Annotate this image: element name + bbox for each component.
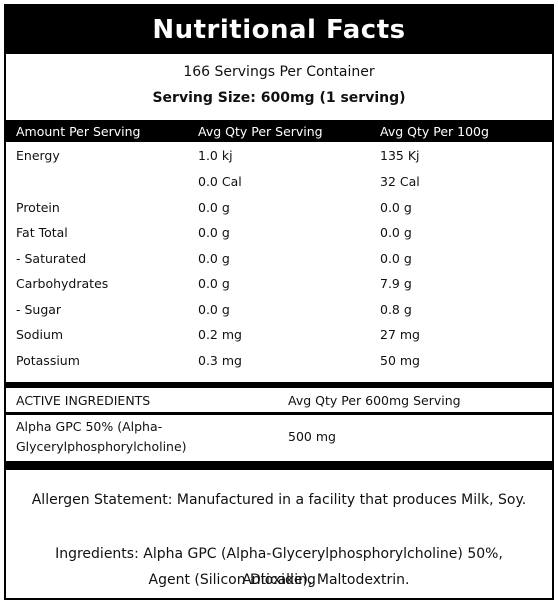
per-serving-value: 1.0 kj [198,148,233,163]
nutrient-name: - Saturated [16,251,87,266]
nutrient-name: Energy [16,148,60,163]
header-active-ingredients: ACTIVE INGREDIENTS [16,393,151,408]
header-divider [6,412,552,415]
ingredients-line-1: Ingredients: Alpha GPC (Alpha-Glycerylph… [55,546,503,588]
per-serving-value: 0.0 g [198,225,230,240]
nutrient-name: Carbohydrates [16,276,109,291]
nutrient-name: Potassium [16,353,80,368]
table-row: Alpha GPC 50% (Alpha- Glycerylphosphoryl… [6,415,552,461]
per-serving-value: 0.0 Cal [198,174,242,189]
ingredient-qty: 500 mg [288,429,336,444]
table-row: 0.0 Cal 32 Cal [6,170,552,195]
ingredient-name-line1: Alpha GPC 50% (Alpha- [16,419,163,434]
per-100g-value: 0.8 g [380,302,412,317]
table-row: Carbohydrates 0.0 g 7.9 g [6,272,552,297]
per-100g-value: 0.0 g [380,225,412,240]
table-row: Energy 1.0 kj 135 Kj [6,144,552,169]
nutrient-name: - Sugar [16,302,62,317]
per-100g-value: 7.9 g [380,276,412,291]
header-avg-qty-per-100g: Avg Qty Per 100g [380,124,489,139]
per-serving-value: 0.3 mg [198,353,242,368]
per-100g-value: 0.0 g [380,200,412,215]
per-100g-value: 0.0 g [380,251,412,266]
per-100g-value: 32 Cal [380,174,420,189]
table-row: Protein 0.0 g 0.0 g [6,196,552,221]
header-amount-per-serving: Amount Per Serving [16,124,141,139]
ingredients-line-2: Agent (Silicon Dioxide), Maltodextrin. [148,572,410,588]
active-ingredients-header: ACTIVE INGREDIENTS Avg Qty Per 600mg Ser… [6,388,552,412]
table-row: Fat Total 0.0 g 0.0 g [6,221,552,246]
servings-per-container: 166 Servings Per Container [183,64,375,80]
table-row: - Saturated 0.0 g 0.0 g [6,247,552,272]
nutrient-name: Fat Total [16,225,68,240]
header-avg-qty-per-serving: Avg Qty Per Serving [198,124,323,139]
nutrition-table-header: Amount Per Serving Avg Qty Per Serving A… [6,120,552,142]
per-100g-value: 27 mg [380,327,420,342]
per-100g-value: 50 mg [380,353,420,368]
section-divider [6,382,552,388]
allergen-statement: Allergen Statement: Manufactured in a fa… [31,492,527,508]
table-row: Potassium 0.3 mg 50 mg [6,349,552,374]
header-avg-qty-per-600mg: Avg Qty Per 600mg Serving [288,393,461,408]
per-serving-value: 0.0 g [198,200,230,215]
per-serving-value: 0.0 g [198,276,230,291]
nutrient-name: Sodium [16,327,64,342]
nutrition-facts-panel: Nutritional Facts 166 Servings Per Conta… [4,4,554,600]
serving-size: Serving Size: 600mg (1 serving) [152,90,406,106]
per-100g-value: 135 Kj [380,148,420,163]
table-row: Sodium 0.2 mg 27 mg [6,323,552,348]
ingredient-name-line2: Glycerylphosphorylcholine) [16,439,187,454]
table-row: - Sugar 0.0 g 0.8 g [6,298,552,323]
per-serving-value: 0.0 g [198,302,230,317]
nutrient-name: Protein [16,200,60,215]
per-serving-value: 0.2 mg [198,327,242,342]
panel-title: Nutritional Facts [6,6,552,54]
per-serving-value: 0.0 g [198,251,230,266]
section-divider [6,461,552,470]
